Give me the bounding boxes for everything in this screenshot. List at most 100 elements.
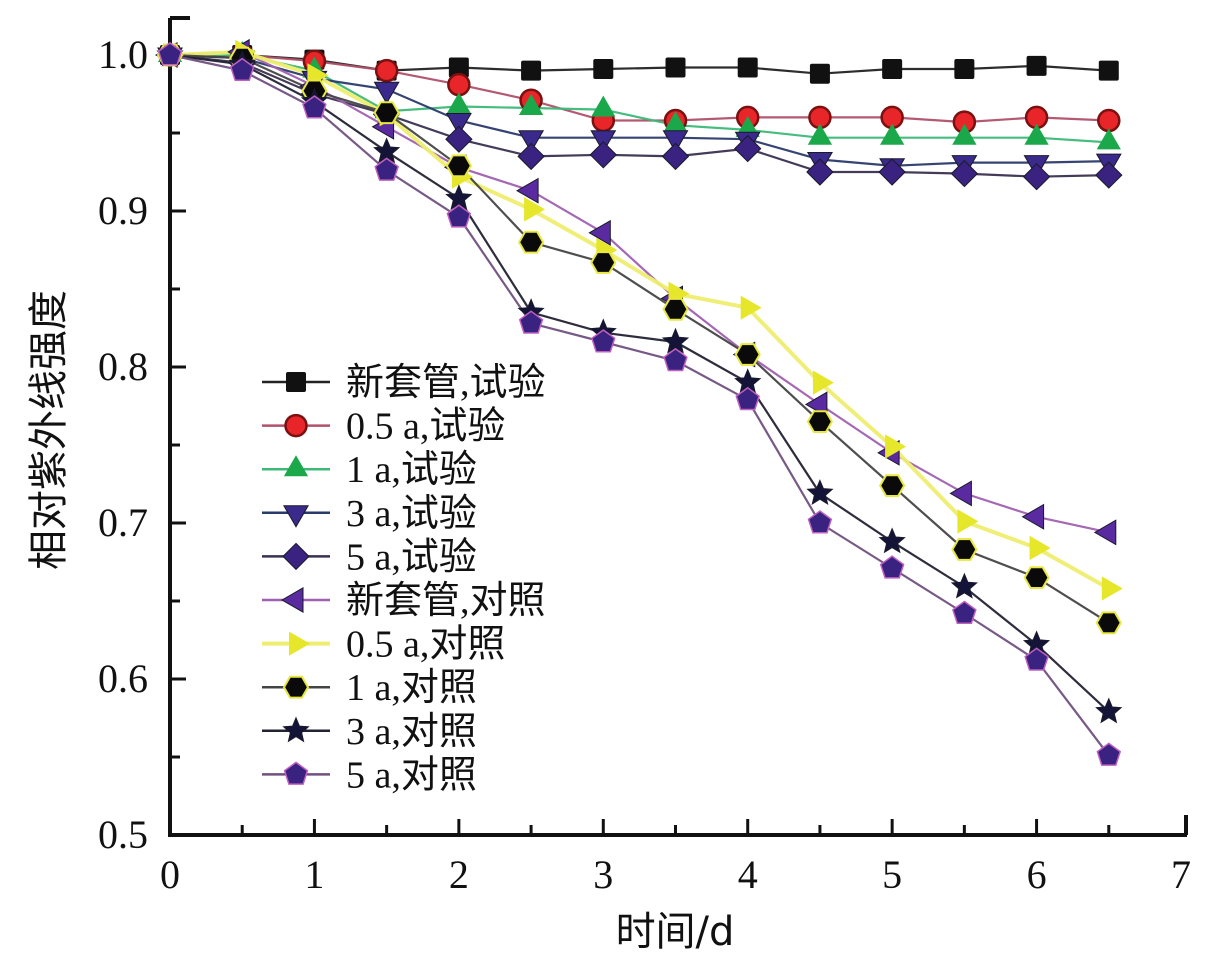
data-point-s10	[374, 157, 399, 181]
legend-label: 3 a,对照	[346, 711, 477, 753]
data-point-s3	[518, 94, 544, 115]
series-line-9	[169, 53, 1110, 713]
data-point-s3	[807, 123, 833, 145]
data-point-s3	[446, 92, 471, 114]
data-point-s3	[1096, 128, 1121, 150]
x-tick-label: 5	[882, 852, 902, 897]
data-point-s7	[812, 370, 834, 395]
data-point-s4	[662, 130, 689, 153]
data-point-s3	[1024, 123, 1049, 145]
legend-marker-pentagon	[283, 761, 309, 785]
data-point-s3	[663, 111, 688, 133]
legend-marker-star	[282, 716, 310, 743]
data-point-s10	[879, 555, 905, 579]
legend-label: 5 a,对照	[346, 754, 477, 796]
data-point-s8	[951, 538, 978, 561]
data-point-s10	[735, 386, 760, 411]
data-point-s5	[517, 142, 545, 171]
data-point-s6	[949, 480, 972, 507]
x-axis-title: 时间/d	[616, 909, 735, 955]
data-point-s1	[1098, 60, 1119, 81]
data-point-s1	[1026, 55, 1047, 76]
data-point-s3	[952, 123, 977, 145]
legend-marker-triangle-up	[283, 455, 309, 477]
data-point-s7	[1029, 535, 1051, 561]
series-line-2	[170, 53, 1109, 124]
data-point-s10	[591, 329, 616, 353]
data-point-s8	[734, 343, 761, 366]
data-point-s10	[807, 510, 833, 534]
data-point-s5	[661, 142, 690, 171]
data-point-s1	[737, 57, 758, 78]
legend-marker-hexagon	[282, 675, 310, 699]
data-point-s5	[733, 134, 762, 163]
legend-label: 新套管,试验	[346, 362, 546, 404]
data-point-s4	[445, 113, 472, 136]
x-tick-label: 6	[1027, 852, 1047, 897]
data-point-s1	[521, 60, 542, 81]
data-point-s4	[518, 130, 545, 153]
legend: 新套管,试验0.5 a,试验1 a,试验3 a,试验5 a,试验新套管,对照0.…	[262, 362, 546, 796]
legend-marker-diamond	[282, 542, 310, 571]
legend-marker-triangle-down	[283, 505, 309, 528]
axes: 0 1 2 3 4 5 6 7 0.5 0.6 0.7 0.8 0.9 1.0	[98, 16, 1191, 897]
data-point-s5	[589, 141, 618, 169]
data-point-s3	[735, 115, 760, 137]
data-point-s5	[950, 159, 979, 188]
data-point-s8	[445, 154, 473, 178]
legend-marker-circle	[284, 413, 308, 438]
data-point-s1	[882, 59, 903, 80]
y-tick-label: 0.9	[98, 188, 148, 233]
data-point-s6	[516, 177, 539, 204]
y-tick-label: 0.8	[98, 344, 148, 389]
data-point-s5	[1022, 162, 1051, 191]
data-point-s9	[806, 479, 834, 505]
legend-label: 1 a,对照	[346, 667, 477, 709]
legend-label: 3 a,试验	[346, 493, 477, 535]
data-point-s1	[809, 63, 830, 84]
data-point-s10	[1096, 742, 1122, 766]
legend-label: 0.5 a,对照	[346, 624, 505, 666]
data-point-s7	[1101, 576, 1123, 601]
data-point-s10	[518, 310, 544, 334]
data-point-s6	[1021, 503, 1045, 530]
data-point-s8	[1023, 566, 1050, 589]
x-tick-label: 4	[738, 852, 758, 897]
data-point-s2	[447, 72, 471, 97]
data-point-s8	[590, 251, 617, 274]
y-tick-label: 0.6	[98, 656, 148, 701]
data-point-s1	[593, 59, 614, 80]
series-line-1	[170, 53, 1109, 75]
y-tick-label: 0.5	[98, 812, 148, 857]
x-tick-label: 7	[1171, 852, 1191, 897]
data-point-s7	[885, 434, 907, 459]
legend-label: 1 a,试验	[346, 449, 477, 491]
data-point-s5	[1095, 161, 1123, 189]
data-point-s9	[878, 527, 906, 554]
series-lines	[169, 49, 1110, 757]
y-axis-title: 相对紫外线强度	[26, 290, 72, 570]
data-point-s8	[1095, 611, 1122, 635]
data-point-s10	[952, 600, 977, 624]
data-point-s1	[954, 59, 975, 80]
data-point-s7	[740, 295, 762, 320]
data-point-s7	[524, 197, 546, 222]
y-tick-label: 0.7	[98, 500, 148, 545]
data-point-s1	[665, 57, 686, 78]
data-point-s2	[1097, 108, 1121, 133]
data-point-s5	[806, 158, 834, 186]
data-point-s8	[878, 474, 906, 497]
x-tick-label: 1	[304, 852, 324, 897]
data-point-s10	[446, 204, 472, 228]
legend-label: 新套管,对照	[346, 580, 546, 622]
data-point-s1	[448, 57, 469, 78]
data-point-s8	[373, 101, 400, 125]
legend-label: 5 a,试验	[346, 536, 477, 578]
data-point-s3	[591, 95, 616, 117]
data-point-s9	[1095, 697, 1123, 724]
x-tick-label: 3	[593, 852, 613, 897]
data-point-s4	[373, 81, 400, 105]
legend-marker-triangle-right	[289, 631, 310, 656]
data-point-s6	[588, 219, 611, 246]
